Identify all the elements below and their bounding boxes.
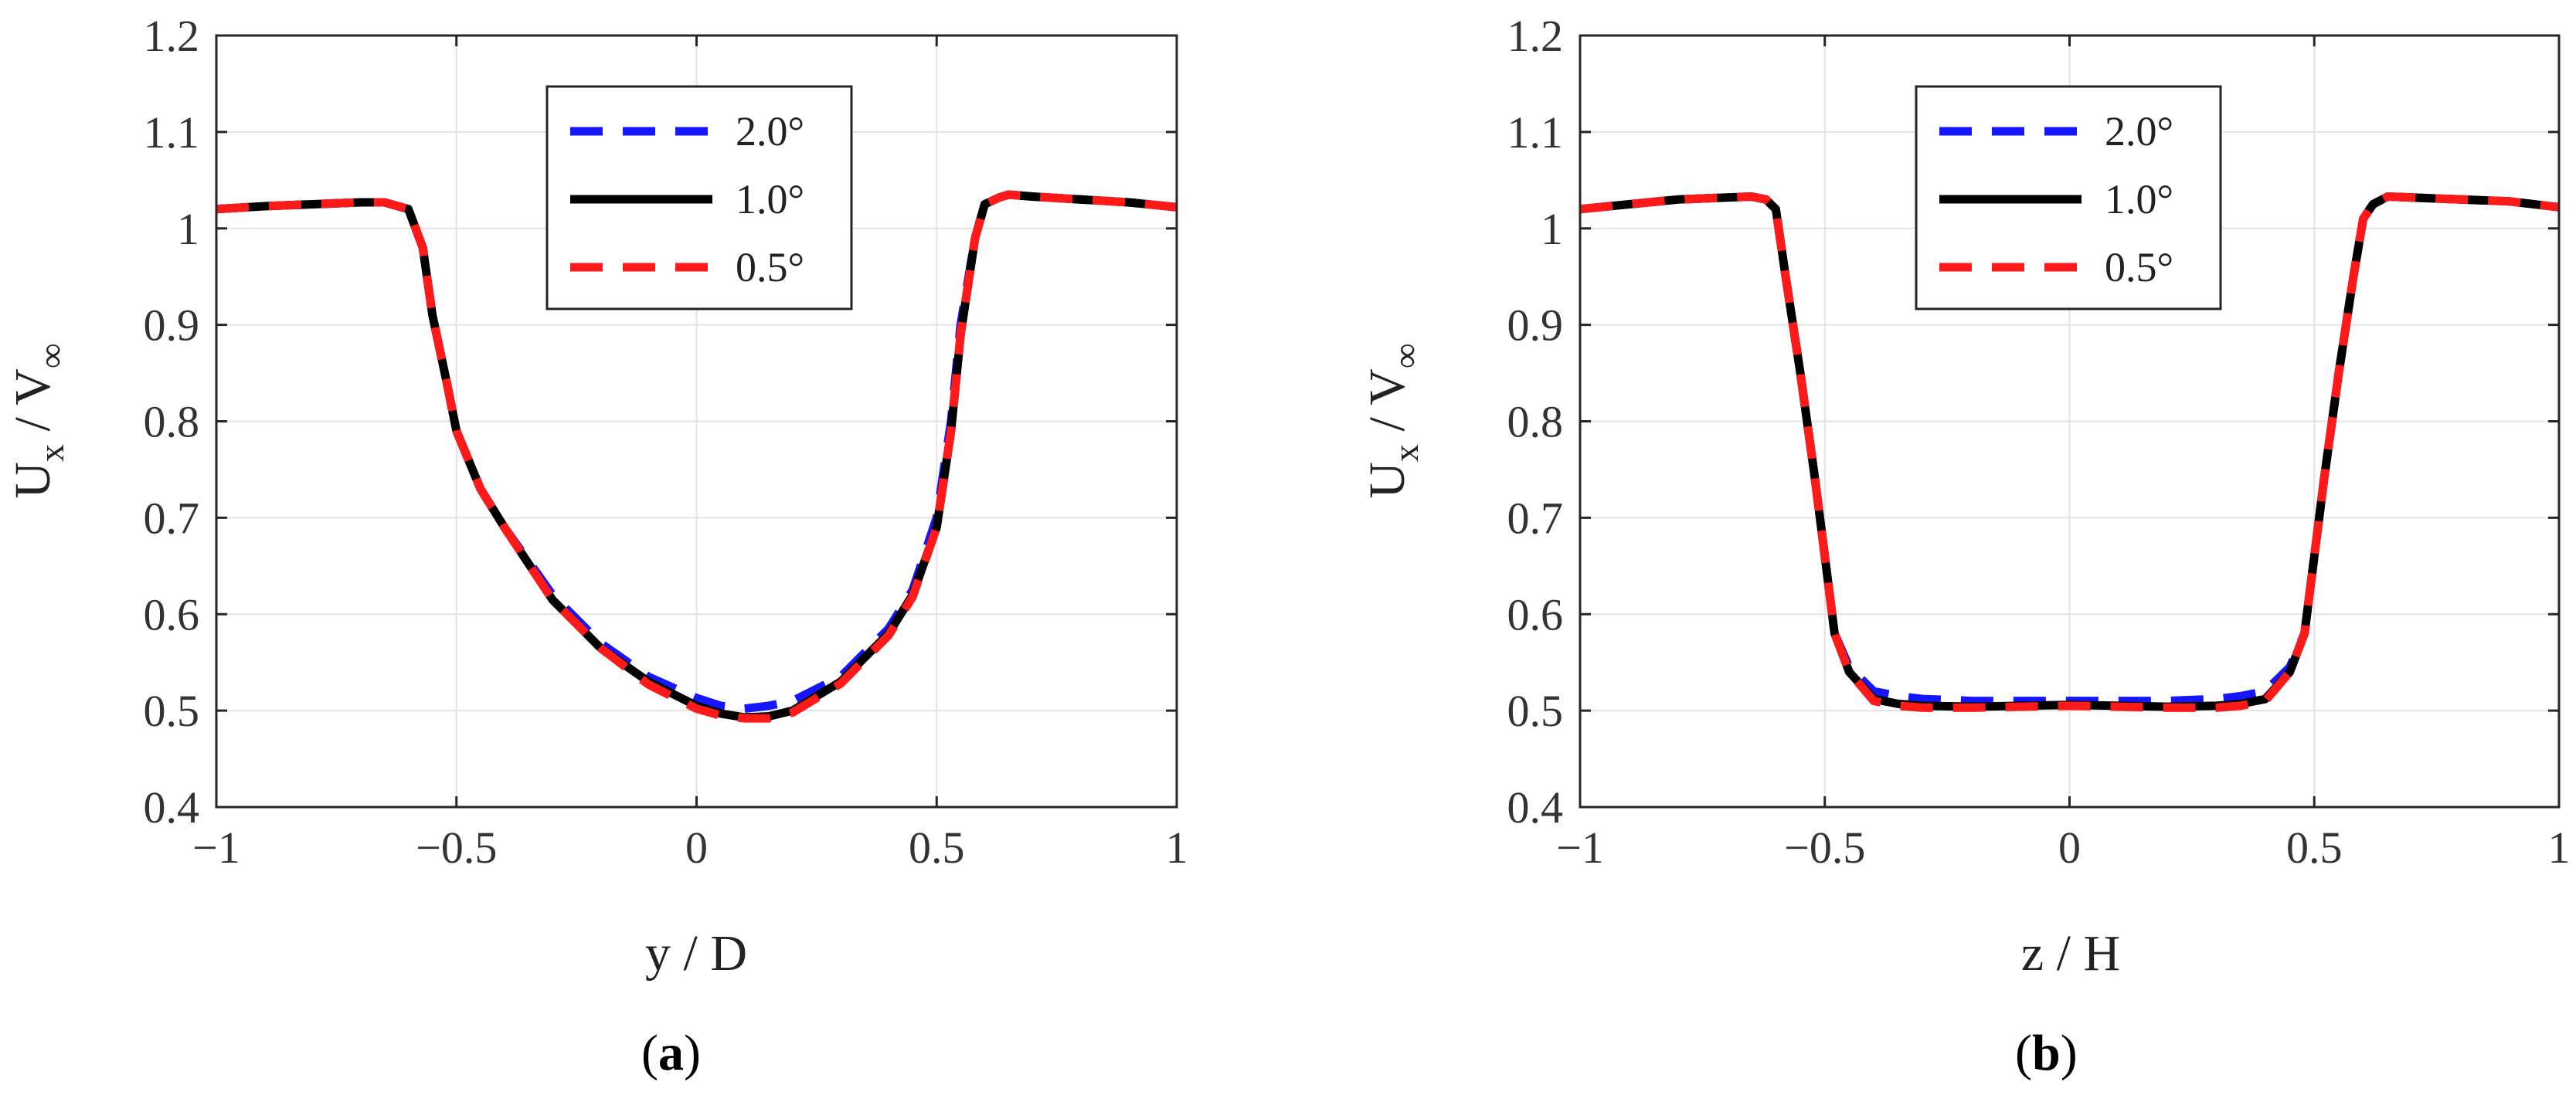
chart-panel-b: −1 −0.5 0 0.5 1 0.4 0.5 0.6 0.7 0.8 0.9 1 1.1 1.2 z / … [1359, 11, 2571, 1081]
y-tick-label: 0.6 [144, 589, 200, 639]
series-line-0.5° [216, 190, 1178, 723]
y-label-main: U [5, 462, 61, 499]
series-line-0.5° [1579, 192, 2560, 712]
legend-label: 2.0° [2105, 108, 2173, 154]
x-axis-label: z / H [2021, 925, 2120, 982]
y-tick-label: 1 [1541, 204, 1563, 254]
x-tick-label: −1 [1556, 823, 1604, 873]
x-tick-label: −0.5 [416, 823, 497, 873]
y-tick-label: 0.9 [144, 300, 200, 351]
y-label-sub-x: x [1386, 444, 1426, 462]
y-tick-label: 0.8 [1507, 397, 1564, 447]
y-tick-label: 0.7 [1507, 493, 1564, 543]
x-tick-label: −0.5 [1784, 823, 1865, 873]
y-tick-label: 0.4 [1507, 782, 1564, 833]
x-axis-label: y / D [645, 925, 747, 982]
y-label-mid: / V [5, 368, 61, 444]
y-tick-label: 1.1 [144, 107, 200, 158]
panel-paren-open: ( [2015, 1025, 2032, 1081]
x-tick-label: 0.5 [909, 823, 965, 873]
y-tick-label: 0.5 [144, 686, 200, 736]
panel-paren-open: ( [641, 1025, 658, 1081]
x-tick-label: −1 [192, 823, 240, 873]
x-tick-label: 0.5 [2286, 823, 2343, 873]
panel-paren-close: ) [684, 1025, 701, 1081]
y-axis-label: Ux / V∞ [1359, 343, 1426, 498]
legend-label: 2.0° [736, 108, 804, 154]
panel-letter: a [658, 1025, 684, 1081]
legend: 2.0° 1.0° 0.5° [1915, 85, 2222, 310]
legend-label: 0.5° [2105, 244, 2173, 290]
y-tick-label: 0.9 [1507, 300, 1564, 351]
ticks: −1 −0.5 0 0.5 1 0.4 0.5 0.6 0.7 0.8 0.9 1 1.1 1.2 [144, 11, 1188, 873]
series-group [216, 190, 1178, 723]
chart-panel-a: −1 −0.5 0 0.5 1 0.4 0.5 0.6 0.7 0.8 0.9 1 1.1 1.2 y / … [5, 11, 1188, 1081]
y-tick-label: 1.1 [1507, 107, 1564, 158]
y-tick-label: 0.7 [144, 493, 200, 543]
y-label-main: U [1359, 462, 1415, 499]
x-tick-label: 0 [2058, 823, 2081, 873]
panel-letter: b [2032, 1025, 2061, 1081]
y-tick-label: 1.2 [144, 11, 200, 61]
x-tick-label: 1 [1166, 823, 1188, 873]
series-group [1579, 192, 2560, 712]
y-tick-label: 1.2 [1507, 11, 1564, 61]
y-label-mid: / V [1359, 368, 1415, 444]
y-axis-label: Ux / V∞ [5, 343, 71, 498]
y-label-sub-inf: ∞ [32, 343, 71, 368]
ticks: −1 −0.5 0 0.5 1 0.4 0.5 0.6 0.7 0.8 0.9 1 1.1 1.2 [1507, 11, 2571, 873]
x-tick-label: 1 [2548, 823, 2571, 873]
x-tick-label: 0 [685, 823, 708, 873]
y-tick-label: 0.5 [1507, 686, 1564, 736]
y-tick-label: 0.8 [144, 397, 200, 447]
y-tick-label: 0.6 [1507, 589, 1564, 639]
y-tick-label: 1 [177, 204, 199, 254]
panel-label: (a) [641, 1025, 701, 1081]
legend-label: 1.0° [736, 176, 804, 222]
legend-label: 0.5° [736, 244, 804, 290]
y-tick-label: 0.4 [144, 782, 200, 833]
legend: 2.0° 1.0° 0.5° [545, 85, 853, 310]
panel-paren-close: ) [2061, 1025, 2078, 1081]
legend-label: 1.0° [2105, 176, 2173, 222]
y-label-sub-x: x [32, 444, 71, 462]
panel-label: (b) [2015, 1025, 2078, 1081]
y-label-sub-inf: ∞ [1386, 343, 1426, 368]
